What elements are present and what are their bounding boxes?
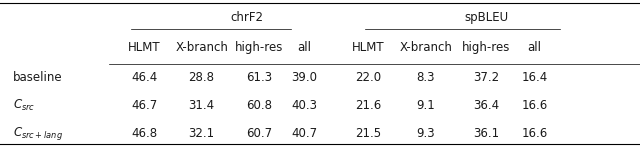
Text: 60.8: 60.8 <box>246 99 272 112</box>
Text: high-res: high-res <box>462 41 511 54</box>
Text: 16.6: 16.6 <box>521 127 548 140</box>
Text: all: all <box>527 41 541 54</box>
Text: baseline: baseline <box>13 71 63 84</box>
Text: 22.0: 22.0 <box>355 71 381 84</box>
Text: 60.7: 60.7 <box>246 127 272 140</box>
Text: 37.2: 37.2 <box>474 71 499 84</box>
Text: 28.8: 28.8 <box>189 71 214 84</box>
Text: 46.7: 46.7 <box>131 99 157 112</box>
Text: all: all <box>297 41 311 54</box>
Text: 21.6: 21.6 <box>355 99 381 112</box>
Text: $C_{src}$: $C_{src}$ <box>13 98 35 113</box>
Text: 40.3: 40.3 <box>291 99 317 112</box>
Text: 9.3: 9.3 <box>416 127 435 140</box>
Text: 16.6: 16.6 <box>521 99 548 112</box>
Text: 31.4: 31.4 <box>189 99 214 112</box>
Text: 46.8: 46.8 <box>131 127 157 140</box>
Text: spBLEU: spBLEU <box>465 11 508 24</box>
Text: 16.4: 16.4 <box>521 71 548 84</box>
Text: 21.5: 21.5 <box>355 127 381 140</box>
Text: 32.1: 32.1 <box>189 127 214 140</box>
Text: 8.3: 8.3 <box>417 71 435 84</box>
Text: chrF2: chrF2 <box>230 11 263 24</box>
Text: X-branch: X-branch <box>175 41 228 54</box>
Text: 36.4: 36.4 <box>474 99 499 112</box>
Text: $C_{src+lang}$: $C_{src+lang}$ <box>13 125 63 142</box>
Text: 36.1: 36.1 <box>474 127 499 140</box>
Text: 39.0: 39.0 <box>291 71 317 84</box>
Text: 61.3: 61.3 <box>246 71 272 84</box>
Text: 9.1: 9.1 <box>416 99 435 112</box>
Text: HLMT: HLMT <box>352 41 384 54</box>
Text: high-res: high-res <box>235 41 284 54</box>
Text: 46.4: 46.4 <box>131 71 157 84</box>
Text: 40.7: 40.7 <box>291 127 317 140</box>
Text: X-branch: X-branch <box>399 41 452 54</box>
Text: HLMT: HLMT <box>128 41 160 54</box>
